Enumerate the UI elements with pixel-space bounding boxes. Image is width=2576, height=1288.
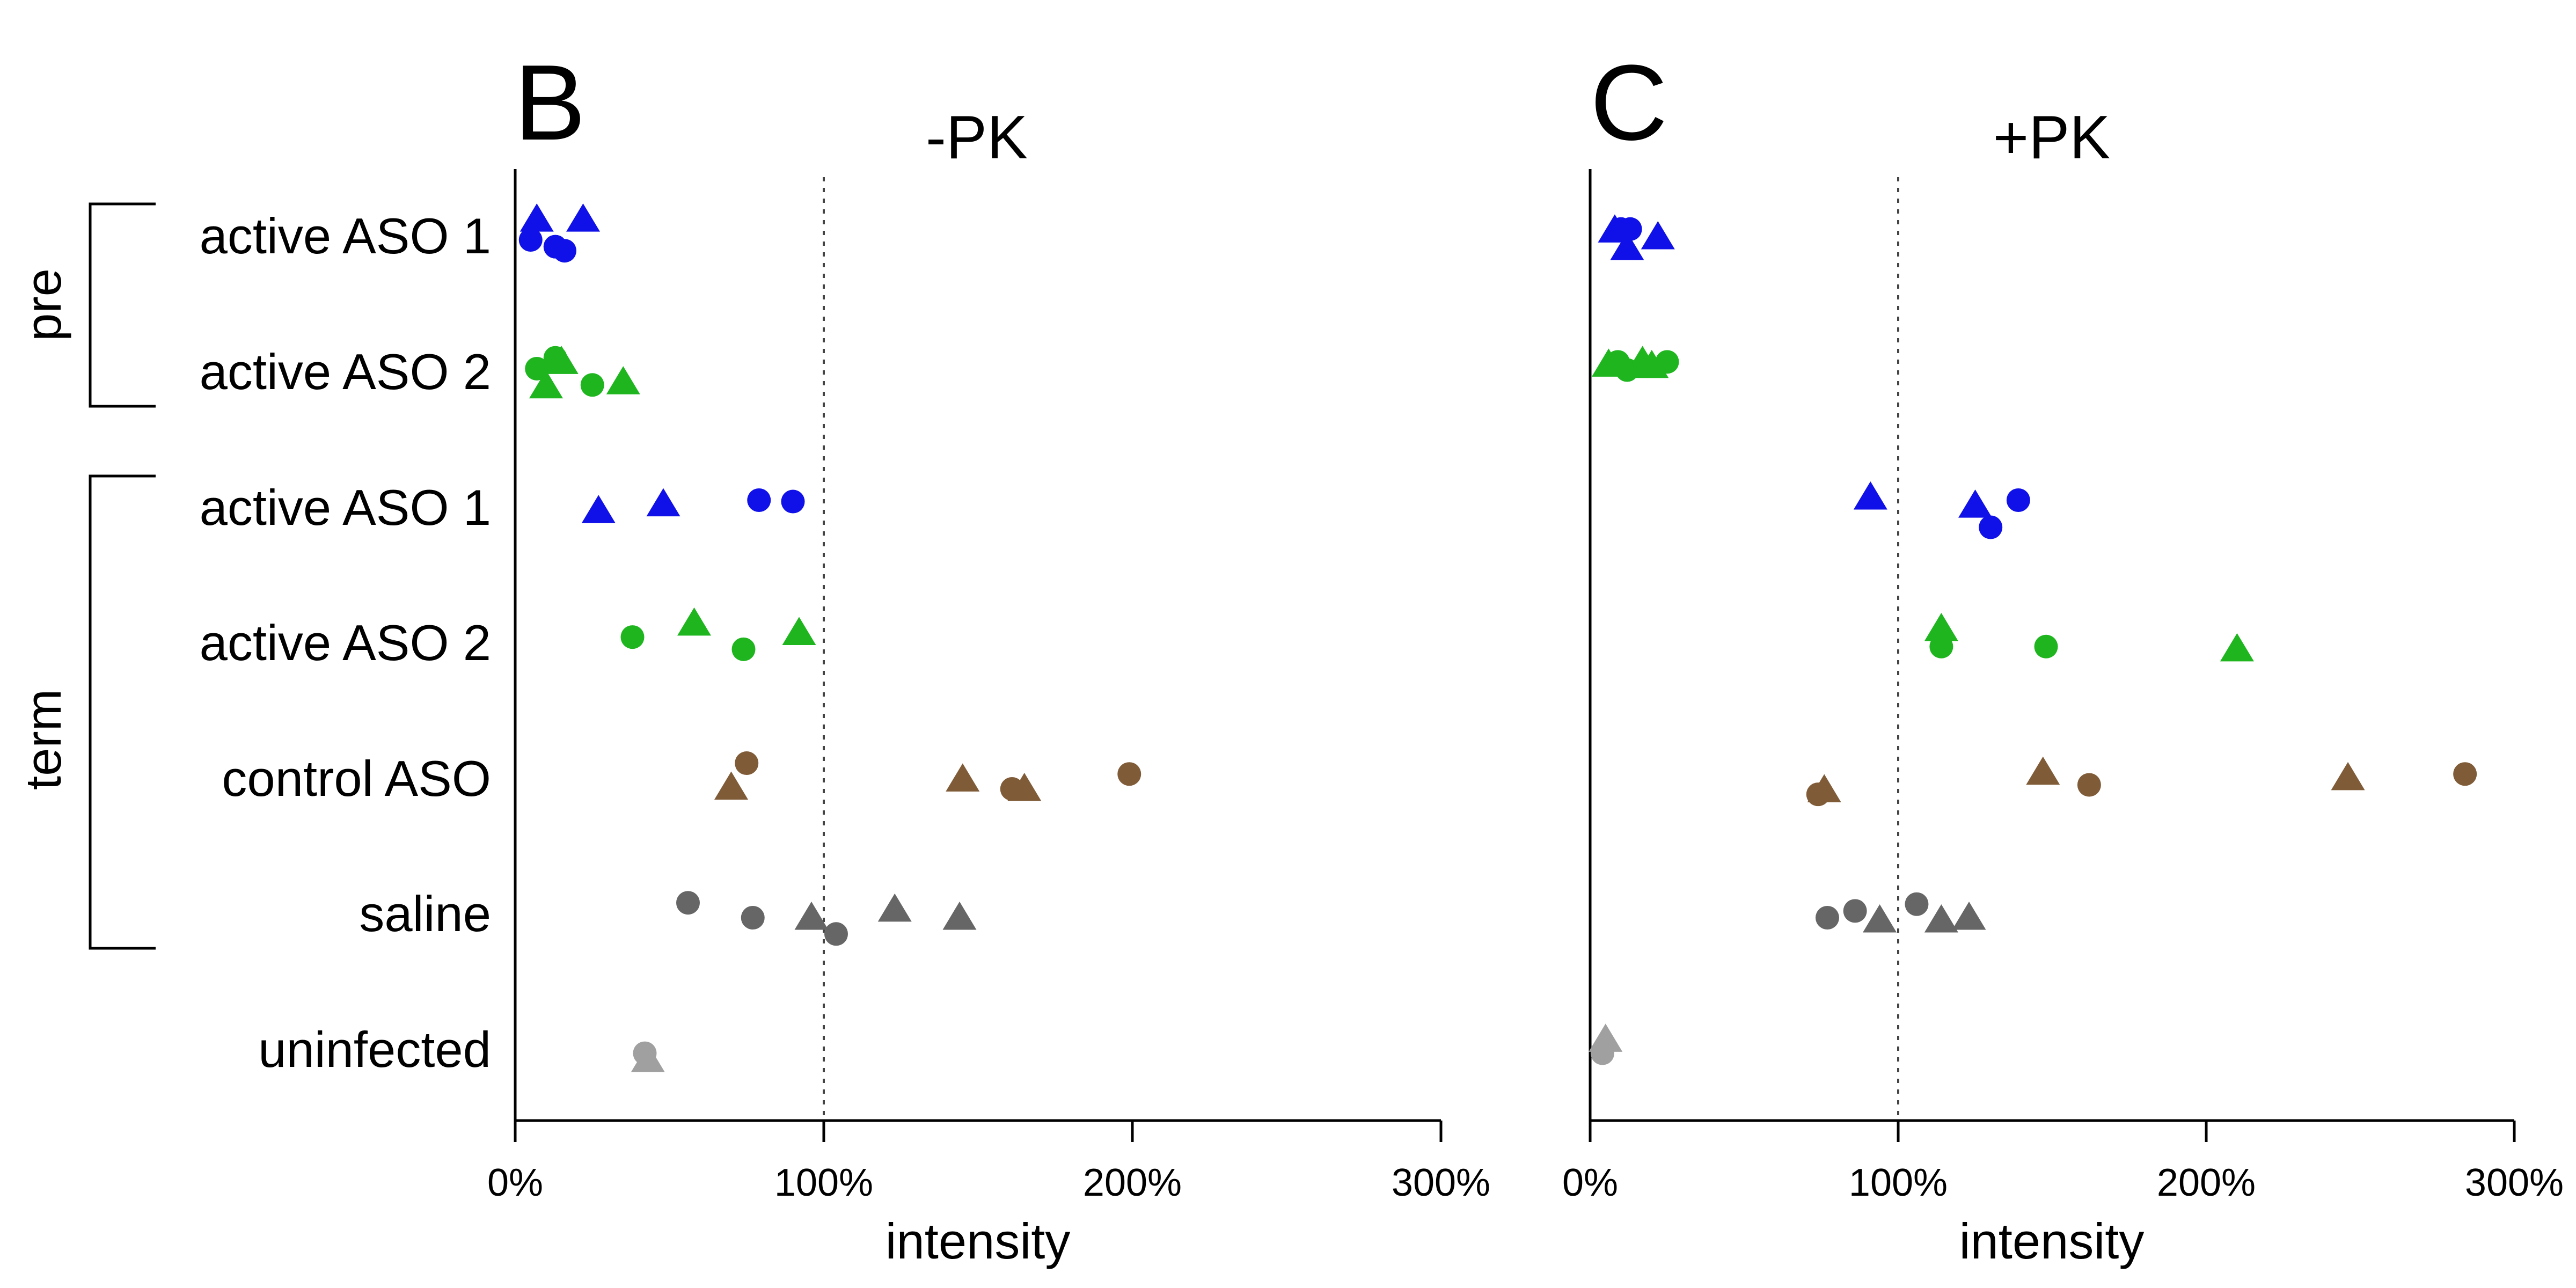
x-tick-labels: 0% 100% 200% 300% [487, 1161, 1490, 1204]
data-point-triangle [2220, 633, 2254, 662]
data-point-circle [1815, 906, 1839, 930]
data-point-triangle [544, 346, 579, 374]
x-tick-labels: 0% 100% 200% 300% [1562, 1161, 2564, 1204]
data-point-circle [747, 488, 771, 512]
data-point-circle [1929, 634, 1953, 658]
data-point-triangle [946, 763, 980, 792]
x-tick-label: 0% [487, 1161, 543, 1204]
data-point-circle [2077, 773, 2101, 797]
x-tick-label: 200% [1083, 1161, 1182, 1204]
bracket-line [89, 202, 156, 408]
data-point-triangle [646, 488, 680, 517]
data-point-circle [620, 625, 645, 649]
data-point-circle [2006, 488, 2030, 512]
panel-letter: B [514, 43, 586, 163]
x-tick-label: 300% [1392, 1161, 1490, 1204]
data-point-triangle [1853, 481, 1887, 510]
bracket-line [89, 474, 156, 950]
panel-c: C +PK 0% 100% 200% 300% intensity [1562, 43, 2564, 1269]
x-tick-label: 0% [1562, 1161, 1618, 1204]
panel-title: -PK [926, 104, 1028, 172]
data-point-triangle [566, 203, 600, 232]
panel-b: B -PK 0% 100% 200% 300% intensity [487, 43, 1490, 1269]
data-point-triangle [2026, 756, 2060, 785]
data-point-triangle [519, 203, 554, 232]
x-tick-label: 300% [2465, 1161, 2564, 1204]
data-point-circle [553, 239, 576, 263]
data-point-triangle [782, 617, 816, 646]
data-point-circle [2453, 762, 2477, 786]
data-point-triangle [2331, 762, 2365, 791]
data-points [1589, 214, 2477, 1065]
group-label-term: term [15, 689, 71, 790]
x-axis-label: intensity [885, 1213, 1071, 1269]
data-point-circle [2034, 634, 2058, 658]
x-tick-label: 200% [2157, 1161, 2256, 1204]
data-point-circle [525, 356, 549, 380]
panel-letter: C [1590, 43, 1667, 163]
group-bracket-term: term [15, 474, 156, 950]
data-point-circle [731, 637, 756, 661]
panel-title: +PK [1993, 104, 2111, 172]
data-point-circle [1905, 892, 1929, 916]
data-point-circle [1618, 217, 1642, 241]
data-point-triangle [1007, 773, 1042, 801]
category-label: active ASO 1 [200, 479, 491, 536]
data-point-triangle [877, 893, 912, 922]
data-point-circle [735, 751, 759, 775]
category-labels: active ASO 1 active ASO 2 active ASO 1 a… [200, 208, 491, 1078]
x-ticks [514, 1121, 1443, 1142]
category-label: control ASO [222, 750, 491, 807]
data-point-circle [580, 373, 604, 397]
data-point-circle [781, 489, 805, 514]
data-point-circle [676, 891, 700, 915]
data-point-triangle [1589, 1023, 1623, 1052]
x-tick-label: 100% [774, 1161, 873, 1204]
data-point-circle [741, 906, 765, 930]
group-bracket-pre: pre [15, 202, 156, 408]
data-point-triangle [529, 370, 563, 399]
category-label: active ASO 1 [200, 208, 491, 264]
x-axis-label: intensity [1959, 1213, 2145, 1269]
data-point-triangle [1863, 904, 1897, 933]
data-point-triangle [714, 771, 748, 800]
data-point-circle [1655, 350, 1679, 374]
data-point-circle [1117, 762, 1141, 786]
category-label: saline [359, 885, 491, 942]
data-point-triangle [794, 902, 829, 930]
data-point-triangle [1807, 774, 1841, 803]
group-label-pre: pre [15, 268, 71, 341]
data-point-triangle [1924, 904, 1958, 933]
data-point-triangle [606, 366, 640, 394]
category-label: active ASO 2 [200, 343, 491, 400]
data-point-triangle [1610, 232, 1644, 260]
data-point-triangle [677, 607, 711, 636]
data-point-triangle [1924, 612, 1958, 641]
data-point-triangle [1641, 221, 1675, 250]
data-point-triangle [581, 495, 616, 523]
x-tick-label: 100% [1849, 1161, 1948, 1204]
category-label: active ASO 2 [200, 614, 491, 671]
data-point-circle [1979, 515, 2003, 539]
x-ticks [1589, 1121, 2516, 1142]
data-point-triangle [1958, 489, 1992, 518]
data-point-circle [824, 922, 848, 946]
data-point-circle [518, 228, 543, 252]
data-points [518, 203, 1141, 1072]
data-point-circle [1843, 899, 1867, 923]
category-label: uninfected [258, 1021, 491, 1078]
data-point-triangle [1952, 902, 1986, 930]
data-point-triangle [942, 902, 977, 930]
data-point-triangle [631, 1044, 665, 1072]
